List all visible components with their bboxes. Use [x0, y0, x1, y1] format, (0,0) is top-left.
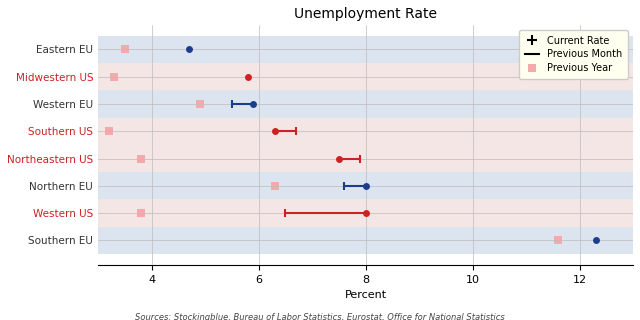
Text: Sources: Stockingblue, Bureau of Labor Statistics, Eurostat, Office for National: Sources: Stockingblue, Bureau of Labor S…: [135, 313, 505, 320]
Title: Unemployment Rate: Unemployment Rate: [294, 7, 437, 21]
Bar: [98, 145, 633, 172]
X-axis label: Percent: Percent: [344, 290, 387, 300]
Bar: [98, 227, 633, 254]
Legend: Current Rate, Previous Month, Previous Year: Current Rate, Previous Month, Previous Y…: [519, 30, 628, 79]
Bar: [98, 90, 633, 118]
Bar: [98, 118, 633, 145]
Bar: [98, 172, 633, 199]
Bar: [98, 36, 633, 63]
Bar: [98, 63, 633, 90]
Bar: [98, 199, 633, 227]
